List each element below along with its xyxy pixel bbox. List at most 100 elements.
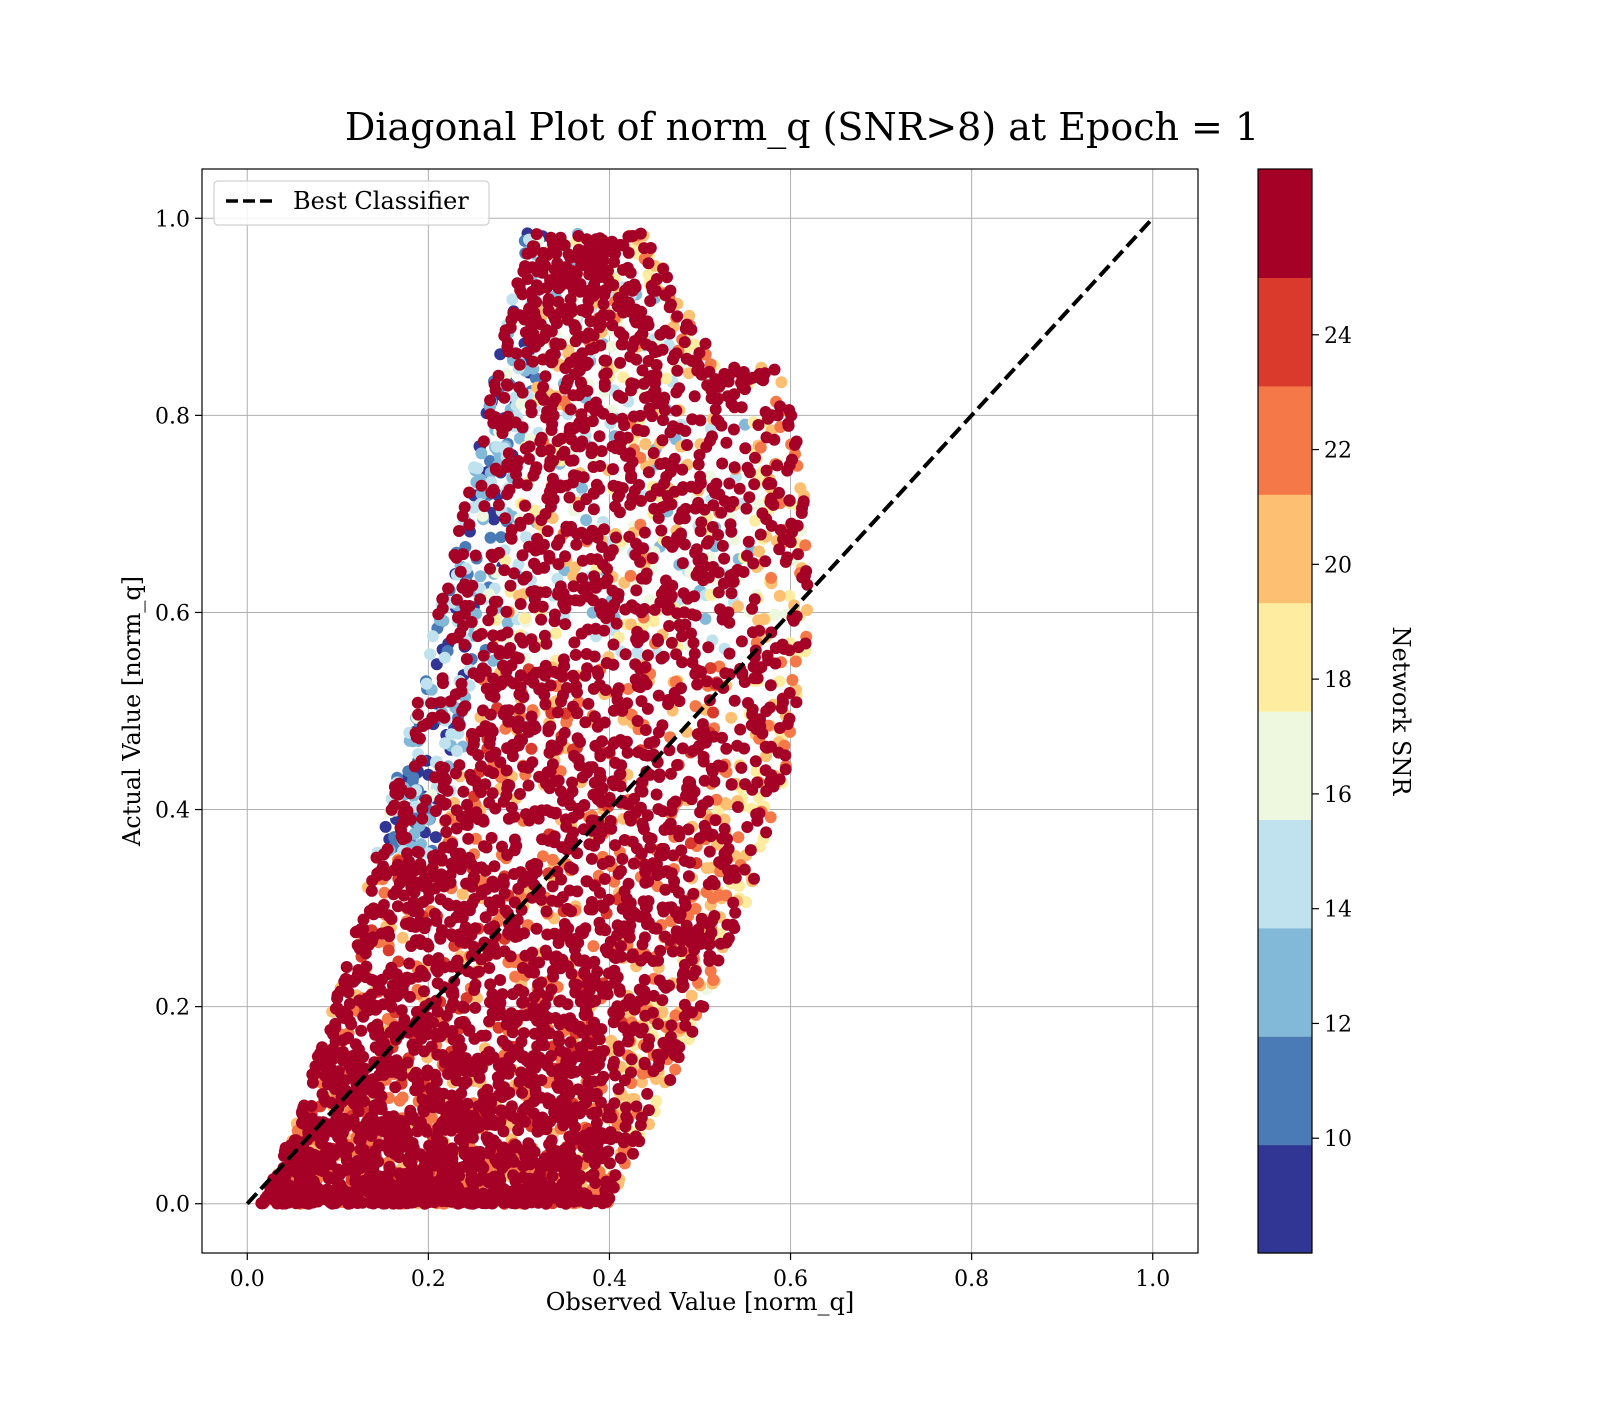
scatter-point <box>575 408 587 420</box>
scatter-point <box>468 968 480 980</box>
scatter-point <box>323 1171 335 1183</box>
scatter-point <box>428 712 440 724</box>
scatter-point <box>440 814 452 826</box>
scatter-point <box>527 240 539 252</box>
scatter-point <box>643 257 655 269</box>
scatter-point <box>727 897 739 909</box>
scatter-point <box>732 831 744 843</box>
scatter-point <box>670 405 682 417</box>
scatter-point <box>557 891 569 903</box>
scatter-point <box>412 971 424 983</box>
scatter-point <box>569 1121 581 1133</box>
scatter-point <box>620 1121 632 1133</box>
scatter-point <box>626 1053 638 1065</box>
scatter-point <box>514 788 526 800</box>
scatter-point <box>499 512 511 524</box>
scatter-point <box>669 1064 681 1076</box>
scatter-point <box>469 922 481 934</box>
scatter-point <box>562 374 574 386</box>
scatter-point <box>801 604 813 616</box>
scatter-point <box>517 387 529 399</box>
scatter-point <box>594 460 606 472</box>
scatter-point <box>588 956 600 968</box>
scatter-point <box>517 962 529 974</box>
scatter-point <box>580 1197 592 1209</box>
scatter-point <box>505 314 517 326</box>
scatter-point <box>288 1189 300 1201</box>
scatter-point <box>508 868 520 880</box>
scatter-point <box>457 888 469 900</box>
scatter-point <box>715 378 727 390</box>
scatter-point <box>581 648 593 660</box>
scatter-point <box>743 491 755 503</box>
scatter-point <box>728 362 740 374</box>
scatter-point <box>573 803 585 815</box>
scatter-point <box>568 1134 580 1146</box>
scatter-point <box>418 1045 430 1057</box>
scatter-point <box>372 1024 384 1036</box>
scatter-point <box>531 228 543 240</box>
scatter-point <box>341 961 353 973</box>
scatter-point <box>707 521 719 533</box>
scatter-point <box>613 489 625 501</box>
scatter-point <box>558 1157 570 1169</box>
scatter-point <box>608 736 620 748</box>
scatter-point <box>430 915 442 927</box>
scatter-point <box>679 539 691 551</box>
scatter-point <box>595 318 607 330</box>
scatter-point <box>448 862 460 874</box>
scatter-point <box>573 230 585 242</box>
scatter-point <box>451 594 463 606</box>
scatter-point <box>490 463 502 475</box>
scatter-point <box>463 487 475 499</box>
scatter-point <box>588 683 600 695</box>
scatter-point <box>594 887 606 899</box>
scatter-point <box>405 787 417 799</box>
scatter-point <box>663 620 675 632</box>
scatter-point <box>515 598 527 610</box>
scatter-point <box>775 524 787 536</box>
scatter-point <box>654 329 666 341</box>
scatter-point <box>596 608 608 620</box>
scatter-point <box>786 454 798 466</box>
scatter-point <box>477 885 489 897</box>
scatter-point <box>553 586 565 598</box>
scatter-point <box>627 456 639 468</box>
scatter-point <box>539 698 551 710</box>
scatter-point <box>749 593 761 605</box>
scatter-point <box>669 349 681 361</box>
scatter-point <box>616 338 628 350</box>
scatter-point <box>461 1098 473 1110</box>
scatter-point <box>712 760 724 772</box>
scatter-point <box>728 864 740 876</box>
scatter-point <box>459 608 471 620</box>
scatter-point <box>623 247 635 259</box>
scatter-point <box>699 775 711 787</box>
scatter-point <box>388 864 400 876</box>
scatter-point <box>466 898 478 910</box>
scatter-point <box>638 895 650 907</box>
scatter-point <box>577 955 589 967</box>
scatter-point <box>527 356 539 368</box>
scatter-point <box>780 763 792 775</box>
scatter-point <box>568 319 580 331</box>
scatter-point <box>501 458 513 470</box>
scatter-point <box>705 927 717 939</box>
scatter-point <box>679 1011 691 1023</box>
scatter-point <box>658 651 670 663</box>
scatter-point <box>676 484 688 496</box>
scatter-point <box>725 526 737 538</box>
scatter-point <box>765 679 777 691</box>
scatter-point <box>613 983 625 995</box>
scatter-point <box>536 1033 548 1045</box>
scatter-point <box>676 630 688 642</box>
scatter-point <box>383 944 395 956</box>
scatter-point <box>742 697 754 709</box>
scatter-point <box>599 717 611 729</box>
scatter-point <box>629 1004 641 1016</box>
scatter-point <box>535 614 547 626</box>
scatter-point <box>504 642 516 654</box>
scatter-point <box>607 1060 619 1072</box>
scatter-point <box>719 495 731 507</box>
scatter-point <box>689 648 701 660</box>
